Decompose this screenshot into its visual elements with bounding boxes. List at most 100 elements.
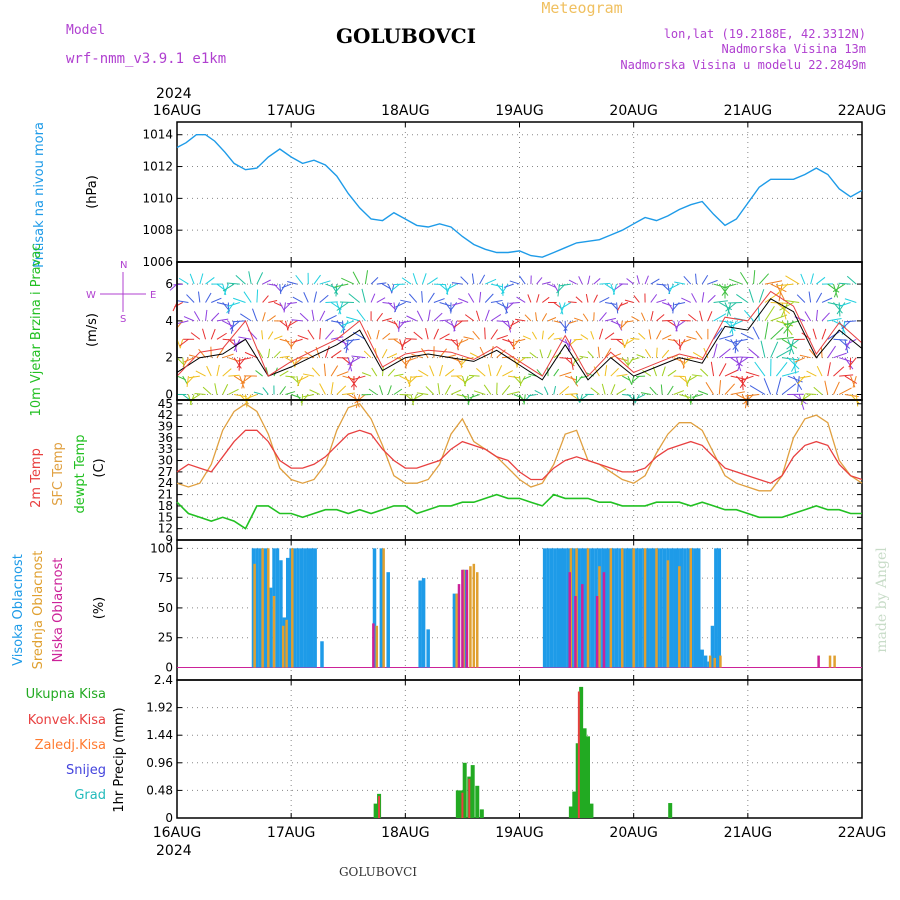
y-tick-label: 9 [165, 533, 173, 547]
wind-barb [490, 314, 502, 322]
wind-barb [202, 328, 207, 340]
cloud-bar [452, 593, 457, 668]
top-tick-label: 19AUG [495, 103, 544, 119]
wind-barb [268, 299, 278, 303]
wind-barb [757, 306, 760, 321]
wind-barb [343, 338, 355, 350]
wind-barb [730, 357, 743, 367]
wind-barb [519, 375, 526, 386]
wind-barb [302, 373, 315, 377]
wind-barb [748, 348, 760, 359]
wind-barb [624, 320, 634, 323]
wind-barb [770, 314, 788, 322]
wind-barb [235, 275, 246, 285]
y-tick-label: 2.4 [154, 673, 173, 687]
cloud-bar [559, 548, 564, 668]
wind-panel: 0 2 4 6 [165, 261, 863, 410]
wind-barb [616, 302, 619, 314]
temp-unit: (C) [92, 458, 107, 477]
wind-barb [298, 375, 309, 382]
cloud-bar [652, 548, 656, 668]
wind-barb [656, 283, 667, 286]
wind-barb [820, 346, 823, 358]
wind-barb [833, 302, 843, 314]
wind-barb [313, 291, 318, 303]
wind-barb [370, 293, 376, 303]
wind-barb [319, 294, 329, 303]
wind-barb [781, 371, 800, 377]
wind-barb [616, 388, 627, 395]
y-tick-label: 21 [158, 488, 173, 502]
wind-barb [345, 338, 360, 342]
wind-barb [273, 350, 281, 359]
wind-barb [650, 311, 654, 321]
wind-barb [691, 374, 703, 377]
wind-barb [382, 348, 388, 358]
wind-barb [782, 357, 800, 361]
wind-barb [542, 296, 550, 303]
wind-ylabel: 10m Vjetar Brzina i Pravac [29, 244, 44, 417]
wind-barb [351, 375, 366, 381]
wind-barb [324, 345, 330, 358]
y-tick-label: 24 [158, 476, 173, 490]
wind-barb [490, 283, 503, 288]
precip-bar [668, 803, 673, 818]
wind-barb [479, 274, 486, 285]
bottom-tick-label: 20AUG [609, 825, 658, 841]
wind-barb [496, 365, 503, 377]
wind-barb [244, 351, 258, 359]
wind-barb [633, 295, 640, 303]
wind-barb [678, 339, 686, 349]
wind-barb [770, 327, 784, 340]
precip-bar [461, 792, 464, 818]
cloud-bar [655, 548, 658, 668]
wind-barb [640, 312, 646, 322]
grad-label: Grad [74, 788, 106, 803]
cloud-bar [279, 560, 283, 668]
wind-barb [202, 386, 212, 395]
wind-barb [232, 320, 246, 323]
wind-barb [700, 368, 709, 377]
wind-barb [617, 302, 623, 311]
wind-barb [309, 389, 320, 395]
wind-barb [844, 298, 857, 303]
wind-barb [262, 387, 269, 395]
precip-panel: 0 0.48 0.96 1.44 1.92 2.4 [146, 673, 863, 825]
y-tick-label: 1008 [142, 223, 173, 237]
wind-barb [631, 375, 635, 385]
wind-barb [348, 293, 360, 303]
wind-barb [299, 312, 309, 322]
cloud-bar [714, 548, 718, 668]
wind-barb [660, 384, 663, 395]
cloud-bar [386, 572, 390, 668]
y-tick-label: 50 [158, 601, 173, 615]
wind-barb [590, 331, 595, 340]
wind-barb [182, 357, 189, 368]
wind-barb [490, 299, 503, 303]
wind-barb [724, 320, 736, 332]
wind-barb [565, 375, 578, 381]
wind-barb [632, 375, 640, 383]
wind-barb [261, 330, 264, 340]
wind-barb [490, 346, 494, 358]
wind-barb [287, 281, 298, 285]
wind-barb [297, 334, 309, 340]
cloud-bar [833, 655, 836, 668]
wind-barb [400, 299, 412, 303]
wind-barb [678, 339, 681, 351]
wind-barb [476, 367, 486, 377]
wind-barb [730, 339, 739, 352]
wind-barb [398, 320, 401, 332]
wind-barb [501, 284, 504, 296]
wind-barb [177, 320, 189, 325]
cloud-bar [379, 548, 384, 668]
wind-barb [675, 320, 686, 328]
wind-barb [815, 292, 823, 303]
cloud-bar [659, 548, 663, 668]
wind-barb [518, 275, 526, 285]
wind-barb [303, 292, 309, 303]
mid-cloud-ylabel: Srednja Oblacnost [31, 551, 46, 670]
wind-barb [701, 292, 705, 303]
cloud-bar [817, 655, 820, 668]
wind-barb [216, 301, 229, 306]
